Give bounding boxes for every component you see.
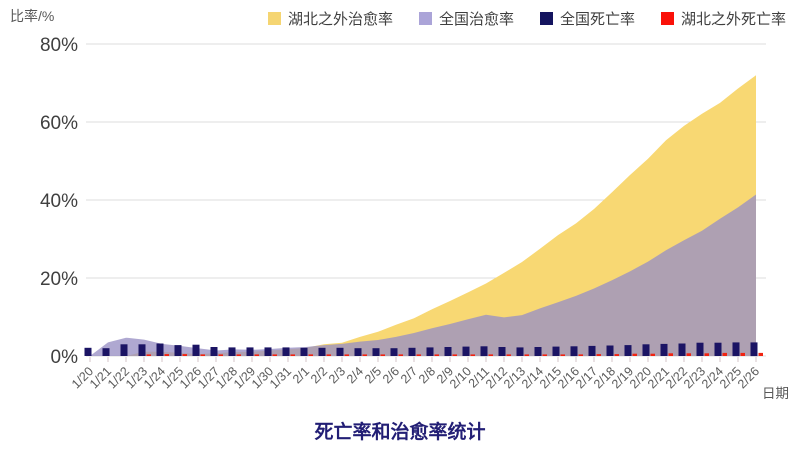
bar-series-bar [236,354,241,356]
bar-series-bar [372,348,380,356]
bar-series-bar [254,354,259,356]
bar-series-bar [200,354,205,356]
bar-series-bar [740,352,745,356]
y-axis-title: 比率/% [10,8,55,24]
y-axis-tick-label: 0% [51,347,79,368]
bar-series-bar [344,354,349,356]
bar-series-bar [642,344,650,356]
legend-swatch-icon [267,12,281,25]
bar-series-bar [120,344,128,356]
chart-title: 死亡率和治愈率统计 [314,422,486,443]
legend-item-3: 湖北之外死亡率 [660,8,786,29]
legend-item-1: 全国治愈率 [418,8,514,29]
bar-series-bar [722,352,727,356]
bar-series-bar [686,353,691,356]
bar-series-bar [506,354,511,356]
y-axis-tick-label: 20% [40,269,78,290]
bar-series-bar [560,354,565,356]
bar-series-bar [218,354,223,356]
bar-series-bar [606,345,614,356]
bar-series-bar [516,347,524,356]
bar-series-bar [534,347,542,356]
bar-series-bar [164,354,169,356]
legend-label: 湖北之外治愈率 [287,11,393,28]
bar-series-bar [732,342,740,357]
x-axis-title: 日期 [762,386,789,401]
bar-series-bar [678,343,686,356]
legend-label: 全国死亡率 [559,11,635,28]
bar-series-bar [750,342,758,357]
bar-series-bar [354,348,362,356]
bar-series-bar [408,347,416,356]
bar-series-bar [578,354,583,356]
bar-series-bar [290,354,295,356]
legend-label: 全国治愈率 [438,11,514,28]
bar-series-bar [308,354,313,356]
bar-series-bar [228,347,236,356]
legend-item-2: 全国死亡率 [539,8,635,29]
bar-series-bar [434,354,439,356]
bar-series-bar [542,354,547,356]
bar-series-bar [390,348,398,356]
bar-series-bar [192,344,200,356]
legend-item-0: 湖北之外治愈率 [267,8,393,29]
bar-series-bar [632,353,637,356]
bar-series-bar [416,354,421,356]
legend-label: 湖北之外死亡率 [680,11,786,28]
area-series [90,194,756,356]
bar-series-bar [336,347,344,356]
bar-series-bar [318,347,326,356]
bar-series-bar [498,347,506,356]
bar-series-bar [210,347,218,356]
bar-series-bar [444,347,452,356]
bar-series-bar [668,353,673,356]
bar-series-bar [398,354,403,356]
legend-swatch-icon [539,12,553,25]
bar-series-bar [380,354,385,356]
chart-legend: 湖北之外治愈率 全国治愈率 全国死亡率 湖北之外死亡率 [0,8,786,29]
bar-series-bar [650,353,655,356]
bar-series-bar [246,347,254,356]
bar-series-bar [156,343,164,356]
bar-series-bar [480,346,488,357]
bar-series-bar [660,343,668,356]
bar-series-bar [596,354,601,356]
bar-series-bar [614,354,619,356]
bar-series-bar [696,342,704,356]
bar-series-bar [272,354,277,356]
bar-series-bar [84,347,92,356]
bar-series-bar [362,354,367,356]
bar-series-bar [182,354,187,356]
bar-series-bar [426,347,434,356]
bar-series-bar [758,352,763,356]
bar-series-bar [714,342,722,356]
bar-series-bar [524,354,529,356]
bar-series-bar [704,353,709,356]
bar-series-bar [462,346,470,356]
y-axis-tick-label: 80% [40,35,78,56]
legend-swatch-icon [660,12,674,25]
bar-series-bar [552,346,560,356]
bar-series-bar [264,347,272,356]
bar-series-bar [282,347,290,356]
bar-series-bar [488,354,493,356]
bar-series-bar [174,345,182,356]
area-series [90,75,756,356]
x-axis-tick-label: 2/26 [735,364,762,391]
bar-series-bar [146,354,151,356]
bar-series-bar [570,346,578,357]
bar-series-bar [300,347,308,356]
bar-series-bar [624,345,632,356]
legend-swatch-icon [418,12,432,25]
bar-series-bar [138,344,146,356]
bar-series-bar [326,354,331,356]
bar-series-bar [470,354,475,356]
y-axis-tick-label: 60% [40,113,78,134]
bar-series-bar [588,345,596,356]
bar-series-bar [102,348,110,356]
y-axis-tick-label: 40% [40,191,78,212]
bar-series-bar [452,354,457,356]
